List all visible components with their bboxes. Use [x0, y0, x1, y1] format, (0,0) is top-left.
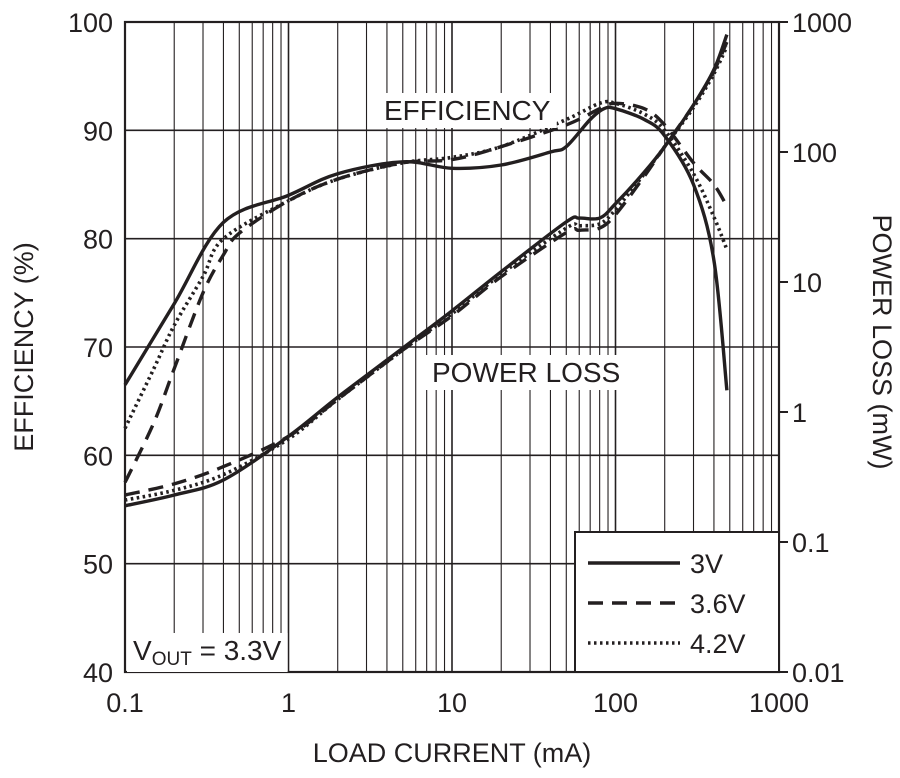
- y-left-tick-label: 90: [83, 116, 113, 146]
- vout-subscript: OUT: [152, 649, 193, 670]
- y-right-axis-title: POWER LOSS (mW): [867, 215, 897, 470]
- efficiency-annotation-text: EFFICIENCY: [384, 95, 551, 126]
- y-right-tick-label: 0.01: [792, 658, 845, 688]
- legend-label: 3V: [690, 549, 723, 579]
- x-tick-label: 1000: [749, 688, 809, 718]
- legend: 3V 3.6V 4.2V: [574, 531, 780, 673]
- power-loss-annotation: POWER LOSS: [426, 355, 627, 390]
- vout-annotation: VOUT = 3.3V: [127, 633, 288, 672]
- x-tick-label: 100: [593, 688, 638, 718]
- efficiency-line-dotted: [123, 99, 729, 430]
- vout-prefix: V: [133, 635, 152, 666]
- legend-label: 4.2V: [690, 629, 746, 659]
- x-tick-label: 1: [281, 688, 296, 718]
- x-tick-labels: 0.1 1 10 100 1000: [106, 688, 809, 718]
- y-right-tick-label: 100: [792, 138, 837, 168]
- y-left-tick-label: 70: [83, 333, 113, 363]
- y-left-tick-label: 100: [68, 8, 113, 38]
- y-right-tick-labels: 0.01 0.1 1 10 100 1000: [779, 8, 852, 688]
- y-right-tick-label: 1000: [792, 8, 852, 38]
- y-right-tick-label: 0.1: [792, 528, 830, 558]
- y-left-tick-labels: 40 50 60 70 80 90 100: [68, 8, 113, 688]
- x-tick-label: 10: [437, 688, 467, 718]
- series-group: [123, 33, 729, 508]
- x-tick-label: 0.1: [106, 688, 144, 718]
- x-axis-title: LOAD CURRENT (mA): [313, 738, 592, 768]
- legend-label: 3.6V: [690, 589, 746, 619]
- y-right-tick-label: 1: [792, 398, 807, 428]
- efficiency-line-dashed: [123, 101, 729, 484]
- y-left-tick-label: 40: [83, 658, 113, 688]
- efficiency-line-solid: [123, 105, 729, 391]
- power-loss-annotation-text: POWER LOSS: [432, 357, 620, 388]
- efficiency-annotation: EFFICIENCY: [378, 93, 557, 128]
- y-left-axis-title: EFFICIENCY (%): [9, 242, 39, 452]
- power-loss-line-dashed: [124, 41, 729, 497]
- plot-frame: [123, 20, 781, 674]
- vout-value: = 3.3V: [192, 635, 282, 666]
- y-right-tick-label: 10: [792, 268, 822, 298]
- y-left-tick-label: 60: [83, 441, 113, 471]
- y-left-tick-label: 80: [83, 225, 113, 255]
- vout-annotation-text: VOUT = 3.3V: [133, 635, 282, 670]
- legend-box: [574, 531, 780, 673]
- y-left-tick-label: 50: [83, 550, 113, 580]
